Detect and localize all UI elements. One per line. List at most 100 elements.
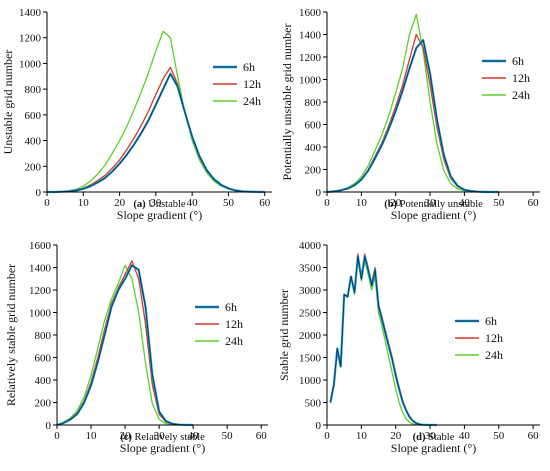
legend-label-12h: 12h: [225, 317, 243, 331]
caption-letter: (b): [384, 199, 397, 210]
legend: 6h 12h 24h: [482, 54, 530, 102]
y-tick-label: 400: [305, 142, 322, 154]
y-tick-label: 3500: [299, 263, 322, 275]
series-line-24h: [329, 257, 437, 426]
y-axis-label: Potentially unstable grid number: [280, 24, 294, 181]
panel-caption: (a) Unstable: [133, 199, 186, 210]
x-tick-label: 20: [390, 430, 402, 442]
y-tick-label: 600: [305, 120, 322, 132]
x-tick-label: 20: [390, 197, 402, 209]
y-tick-label: 2000: [299, 330, 322, 342]
caption-letter: (a): [133, 199, 146, 210]
legend-label-12h: 12h: [485, 331, 503, 345]
series-line-6h: [47, 72, 265, 194]
y-tick-label: 600: [35, 353, 52, 365]
legend: 6h 12h 24h: [213, 60, 261, 108]
y-axis-label: Unstable grid number: [1, 50, 15, 155]
x-tick-label: 20: [114, 197, 126, 209]
y-tick-label: 1200: [29, 285, 52, 297]
y-tick-label: 0: [316, 420, 322, 432]
y-axis-label: Stable grid number: [277, 289, 291, 381]
legend: 6h 12h 24h: [195, 300, 243, 348]
x-tick-label: 40: [188, 430, 200, 442]
y-tick-label: 200: [25, 161, 42, 173]
panel-caption: (d) Stable: [413, 432, 455, 443]
series-line-24h: [326, 13, 499, 193]
legend-label-6h: 6h: [225, 300, 237, 314]
legend: 6h 12h 24h: [455, 314, 503, 362]
series-line-6h: [56, 264, 194, 427]
x-tick-label: 40: [459, 197, 471, 209]
y-tick-label: 1400: [19, 7, 42, 19]
y-tick-label: 1000: [299, 75, 322, 87]
series-line-6h: [326, 38, 499, 194]
x-tick-label: 40: [187, 197, 199, 209]
x-tick-label: 30: [425, 430, 437, 442]
y-tick-label: 400: [25, 136, 42, 148]
y-tick-label: 1400: [299, 30, 322, 42]
y-tick-label: 0: [36, 187, 42, 199]
x-tick-label: 0: [324, 430, 330, 442]
y-tick-label: 0: [46, 420, 52, 432]
x-tick-label: 60: [256, 430, 268, 442]
y-tick-label: 1200: [299, 52, 322, 64]
chart-panel-2: 0 10 20 30 40 50 60020040060080010001200140016…: [280, 7, 540, 222]
caption-text: Relatively stable: [132, 432, 205, 443]
x-tick-label: 10: [86, 430, 98, 442]
x-tick-label: 0: [324, 197, 330, 209]
x-axis-label: Slope gradient (°): [391, 441, 476, 455]
y-tick-label: 4000: [299, 240, 322, 252]
y-tick-label: 1600: [29, 240, 52, 252]
x-tick-label: 50: [223, 197, 235, 209]
x-tick-label: 60: [528, 197, 540, 209]
series-line-12h: [47, 66, 265, 193]
series-line-6h: [329, 255, 437, 427]
caption-text: Potentially unstable: [397, 199, 483, 210]
x-axis-label: Slope gradient (°): [391, 208, 476, 222]
y-tick-label: 800: [305, 97, 322, 109]
caption-text: Stable: [425, 432, 454, 443]
y-tick-label: 1000: [19, 58, 42, 70]
x-tick-label: 60: [259, 197, 271, 209]
x-tick-label: 50: [493, 197, 505, 209]
legend-label-12h: 12h: [512, 71, 530, 85]
legend-label-6h: 6h: [485, 314, 497, 328]
series-line-24h: [56, 264, 194, 426]
legend-label-24h: 24h: [225, 334, 243, 348]
y-tick-label: 1600: [299, 7, 322, 19]
x-tick-label: 10: [356, 197, 368, 209]
series-line-6h-core: [329, 255, 437, 426]
series-line-24h: [47, 30, 265, 193]
x-tick-label: 50: [493, 430, 505, 442]
x-tick-label: 20: [120, 430, 132, 442]
y-tick-label: 3000: [299, 285, 322, 297]
y-tick-label: 800: [25, 84, 42, 96]
y-tick-label: 400: [35, 375, 52, 387]
y-tick-label: 2500: [299, 308, 322, 320]
y-tick-label: 1000: [299, 375, 322, 387]
y-tick-label: 600: [25, 110, 42, 122]
legend-label-6h: 6h: [512, 54, 524, 68]
x-tick-label: 50: [222, 430, 234, 442]
y-tick-label: 500: [305, 398, 322, 410]
y-tick-label: 1200: [19, 33, 42, 45]
chart-panel-4: 0 10 20 30 40 50 60 0 500 1000 1500 2000 2500 3000 350…: [277, 240, 540, 455]
y-tick-label: 1400: [29, 263, 52, 275]
x-tick-label: 40: [459, 430, 471, 442]
x-tick-label: 60: [528, 430, 540, 442]
chart-panel-3: 0 10 20 30 40 50 60020040060080010001200140016…: [4, 240, 268, 455]
legend-label-24h: 24h: [485, 348, 503, 362]
series-line-12h: [56, 260, 194, 426]
y-tick-label: 200: [305, 165, 322, 177]
legend-label-12h: 12h: [243, 77, 261, 91]
x-tick-label: 30: [425, 197, 437, 209]
series-line-6h-core: [56, 264, 194, 426]
caption-letter: (c): [120, 432, 132, 443]
y-axis-label: Relatively stable grid number: [4, 264, 18, 406]
caption-letter: (d): [413, 432, 426, 443]
legend-label-6h: 6h: [243, 60, 255, 74]
legend-label-24h: 24h: [243, 94, 261, 108]
y-tick-label: 0: [316, 187, 322, 199]
chart-panel-1: 0 10 20 30 40 50 600200400600800100012001400Sl…: [1, 7, 272, 222]
